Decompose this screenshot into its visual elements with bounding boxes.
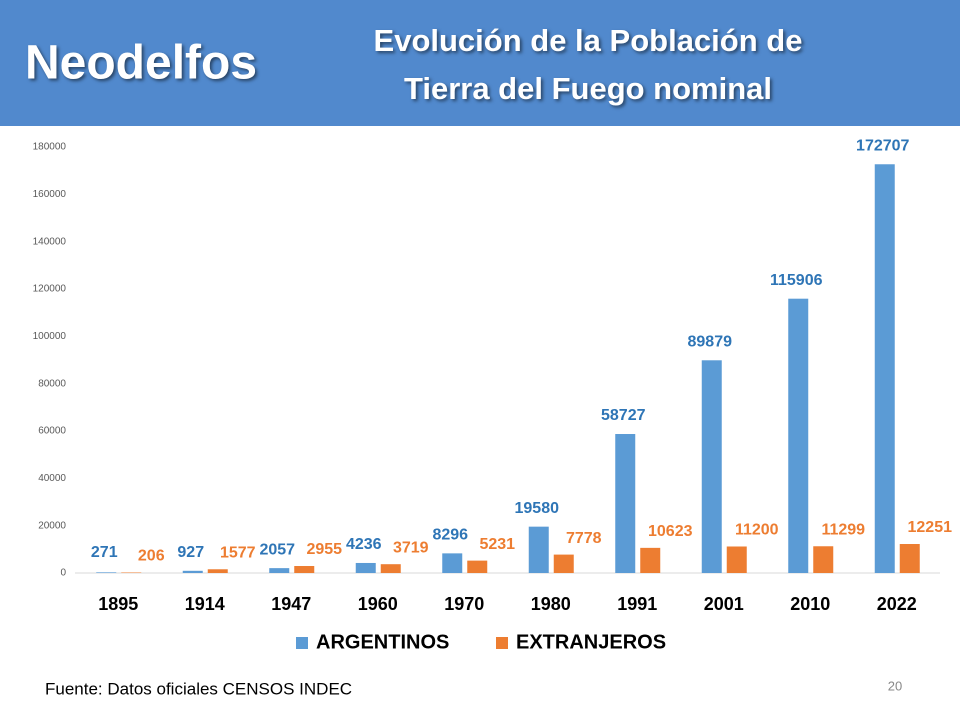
x-tick-label: 2022 [877,594,917,614]
value-label: 271 [91,544,118,561]
value-label: 12251 [908,519,953,536]
legend-label: EXTRANJEROS [516,631,666,653]
bar [528,526,549,573]
x-tick-label: 1991 [617,594,657,614]
x-tick-label: 1947 [271,594,311,614]
slide-title: Evolución de la Población de [374,23,803,58]
brand: Neodelfos [25,37,257,90]
value-label: 11200 [735,522,779,539]
value-label: 5231 [479,536,515,553]
y-tick-label: 160000 [33,189,67,200]
y-tick-label: 20000 [38,520,66,531]
value-label: 58727 [601,407,646,424]
bar [788,298,809,573]
bar [182,570,203,573]
y-tick-label: 40000 [38,473,66,484]
value-label: 3719 [393,539,429,556]
legend-swatch [496,637,508,649]
bar [207,569,228,573]
bar [442,553,463,573]
x-tick-label: 2001 [704,594,744,614]
legend-swatch [296,637,308,649]
bar [726,546,747,573]
bar [294,566,315,573]
bar [96,572,117,573]
page-number: 20 [888,678,902,693]
value-label: 10623 [648,523,693,540]
x-tick-label: 1970 [444,594,484,614]
value-label: 7778 [566,530,602,547]
y-tick-label: 60000 [38,426,66,437]
bar [269,568,290,573]
value-label: 8296 [432,527,468,544]
value-label: 19580 [515,500,560,517]
bar [615,434,636,573]
x-tick-label: 2010 [790,594,830,614]
bar [874,164,895,573]
x-tick-label: 1980 [531,594,571,614]
value-label: 927 [177,544,204,561]
y-tick-label: 100000 [33,331,67,342]
bar [640,547,661,573]
bar [899,544,920,573]
value-label: 2955 [306,541,342,558]
slide-title: Tierra del Fuego nominal [404,71,772,106]
legend-label: ARGENTINOS [316,631,449,653]
x-tick-label: 1960 [358,594,398,614]
x-tick-label: 1914 [185,594,225,614]
value-label: 172707 [856,137,909,154]
header-band [0,0,960,126]
bar [813,546,834,573]
y-tick-label: 0 [60,568,66,579]
y-tick-label: 140000 [33,236,67,247]
value-label: 89879 [688,334,733,351]
value-label: 206 [138,548,165,565]
value-label: 1577 [220,544,256,561]
bar [701,360,722,573]
bar [467,560,488,573]
y-tick-label: 80000 [38,378,66,389]
source: Fuente: Datos oficiales CENSOS INDEC [45,679,352,698]
bar [553,554,574,573]
y-tick-label: 120000 [33,284,67,295]
bar [380,564,401,573]
value-label: 2057 [259,541,295,558]
x-tick-label: 1895 [98,594,138,614]
value-label: 4236 [346,536,382,553]
bar [355,562,376,573]
value-label: 11299 [821,521,865,538]
y-tick-label: 180000 [33,142,67,153]
value-label: 115906 [770,272,823,289]
